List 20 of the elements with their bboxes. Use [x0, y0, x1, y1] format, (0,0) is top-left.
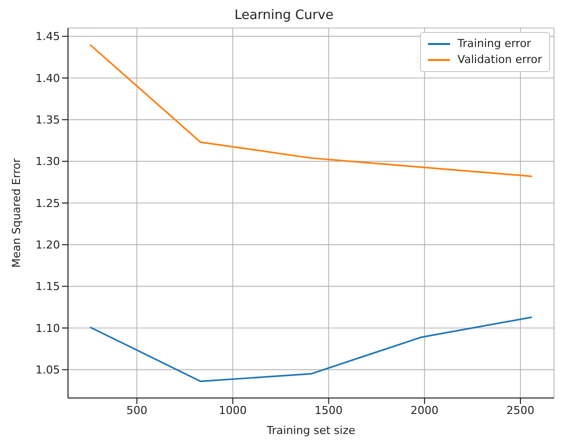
x-tick-label: 1000 [218, 404, 247, 417]
y-tick-label: 1.45 [36, 30, 60, 44]
y-tick-label: 1.35 [36, 114, 60, 127]
x-tick-label: 500 [126, 404, 148, 417]
y-tick-label: 1.10 [36, 322, 60, 335]
y-tick-label: 1.20 [36, 238, 60, 252]
line-series [89, 316, 533, 382]
y-tick-label: 1.25 [36, 196, 60, 210]
x-tick-label: 2000 [410, 404, 439, 417]
legend-label: Training error [458, 36, 532, 52]
y-tick-label: 1.40 [36, 72, 60, 85]
chart-title: Learning Curve [234, 8, 334, 24]
x-tick-label: 1500 [314, 404, 343, 417]
x-axis-title: Training set size [266, 424, 356, 437]
y-tick-label: 1.30 [36, 155, 60, 168]
legend-label: Validation error [458, 52, 542, 68]
y-tick-label: 1.15 [36, 280, 60, 294]
x-tick-label: 2500 [506, 404, 534, 417]
y-axis-title: Mean Squared Error [10, 158, 23, 268]
y-tick-label: 1.05 [36, 364, 60, 377]
